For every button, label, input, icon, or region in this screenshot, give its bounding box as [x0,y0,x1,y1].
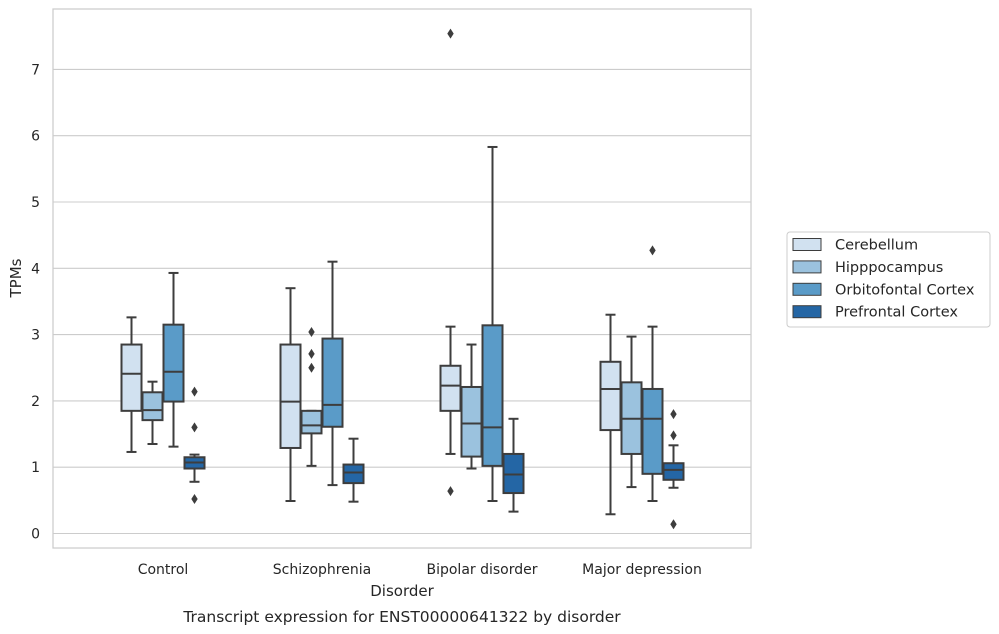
box [162,271,185,448]
legend-frame [786,231,991,328]
legend-label: Orbitofontal Cortex [835,282,975,298]
x-tick-label: Control [138,562,189,578]
y-tick-label: 4 [31,261,40,277]
box-body [460,385,483,458]
y-tick-label: 1 [31,460,40,476]
box [662,409,685,530]
box-body [279,343,302,449]
box [439,28,462,497]
box [502,417,525,513]
box-body [300,409,323,435]
box [460,343,483,470]
box [183,386,206,505]
box [321,260,344,487]
box [481,145,504,503]
outlier-point [670,409,677,420]
outlier-point [670,519,677,530]
outlier-point [670,430,677,441]
box [620,335,643,489]
box-body [141,391,164,422]
outlier-point [191,422,198,433]
box [641,245,664,503]
outlier-point [447,486,454,497]
box-body [342,463,365,485]
y-tick-label: 0 [31,527,40,543]
outlier-point [308,326,315,337]
box [300,326,323,467]
y-tick-labels: 0 1 2 3 4 5 6 7 [31,62,40,542]
box-body [321,337,344,428]
legend-label: Cerebellum [835,238,918,254]
boxes [120,28,685,530]
outlier-point [447,28,454,39]
legend-swatch [792,260,822,274]
box-body [599,360,622,432]
x-axis-label: Disorder [370,582,434,600]
box-body [662,462,685,481]
box [279,287,302,503]
x-tick-label: Major depression [582,562,702,578]
legend-swatch [792,305,822,319]
outlier-point [308,362,315,373]
y-axis-label: TPMs [7,258,25,298]
box-body [641,387,664,475]
box-body [439,364,462,412]
y-tick-label: 6 [31,129,40,145]
x-tick-label: Bipolar disorder [426,562,537,578]
legend-swatch [792,238,822,251]
y-tick-label: 7 [31,62,40,78]
legend: Cerebellum Hipppocampus Orbitofontal Corte… [786,231,991,328]
box-body [481,324,504,467]
outlier-point [191,386,198,397]
chart-caption: Transcript expression for ENST0000064132… [182,608,621,626]
box [342,437,365,503]
legend-swatch [792,282,822,296]
outlier-point [308,348,315,359]
y-tick-label: 2 [31,394,40,410]
legend-label: Hipppocampus [835,260,943,276]
outlier-point [191,494,198,505]
outlier-point [649,245,656,256]
box [120,316,143,453]
x-tick-label: Schizophrenia [273,562,371,578]
x-tick-labels: Control Schizophrenia Bipolar disorder Majo… [138,562,702,578]
box-body [120,343,143,412]
box [141,380,164,445]
y-tick-label: 3 [31,328,40,344]
legend-label: Prefrontal Cortex [835,305,958,321]
y-tick-label: 5 [31,195,40,211]
box-body [162,323,185,403]
box [599,313,622,516]
plot-frame [52,8,752,549]
